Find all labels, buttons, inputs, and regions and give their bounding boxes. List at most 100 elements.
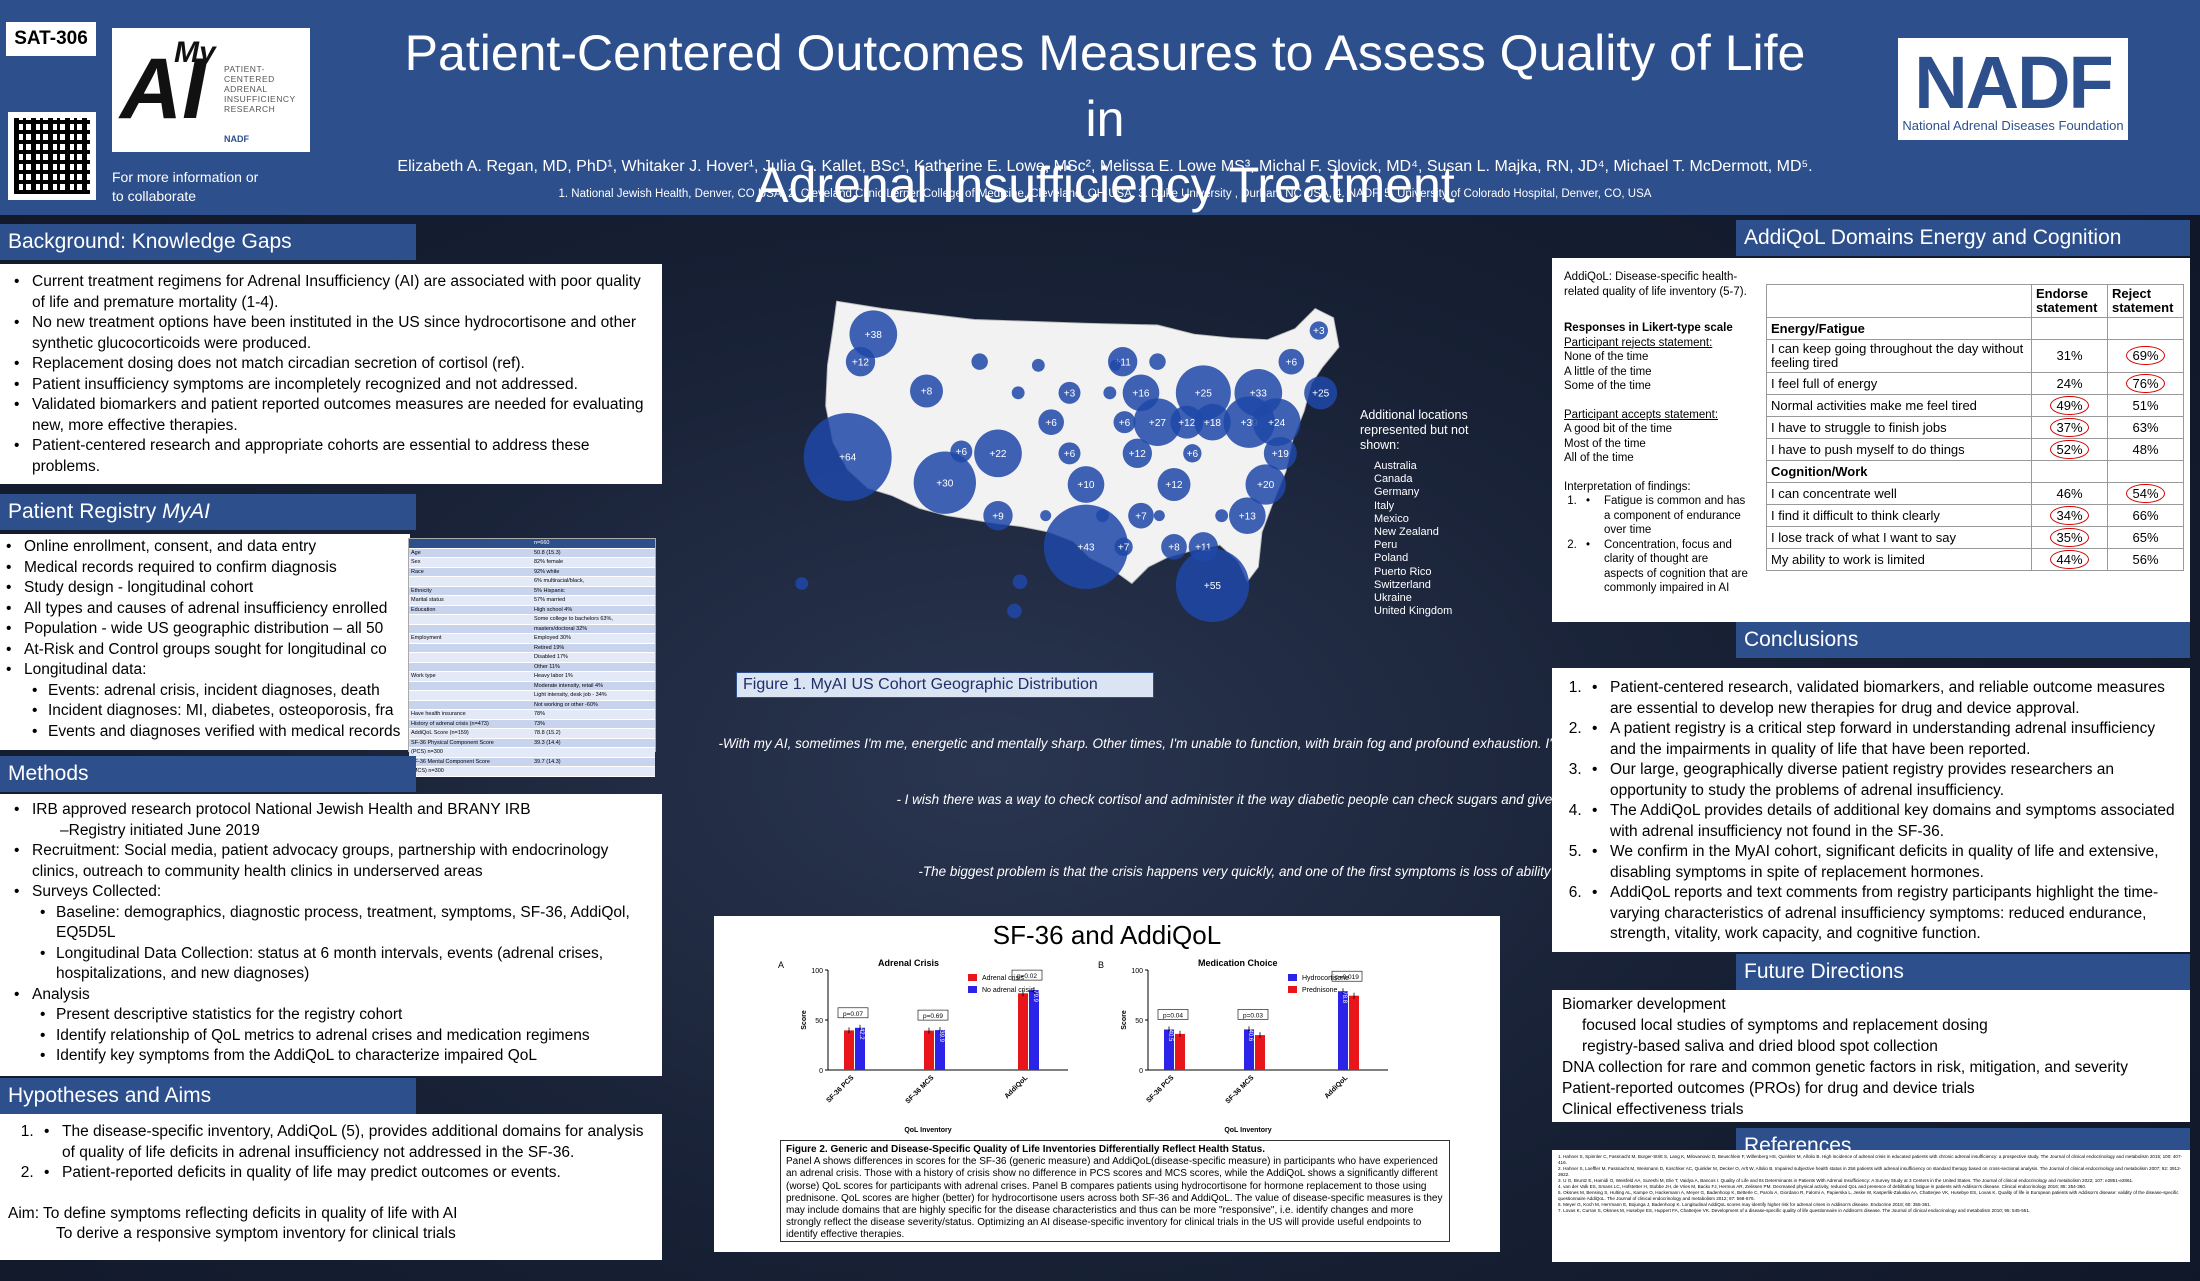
map-location-marker: [1012, 574, 1028, 589]
map-location-label: +18: [1204, 418, 1221, 429]
map-location-marker: +64: [803, 413, 892, 501]
registry-table-cell: Retired 19%: [534, 644, 565, 651]
addiqol-endorse-value: 31%: [2056, 348, 2083, 363]
nadf-logo-subtitle: National Adrenal Diseases Foundation: [1902, 118, 2124, 133]
methods-item: Surveys Collected:: [8, 882, 654, 903]
registry-table-row: History of adrenal crisis (n=473) 73%: [409, 719, 655, 729]
registry-title-italic: MyAI: [162, 500, 210, 523]
pvalue-box: [917, 1009, 949, 1021]
addiqol-row: I have to struggle to finish jobs 37% 63%: [1766, 416, 2184, 439]
map-location-label: +27: [1149, 418, 1166, 429]
conclusion-item: A patient registry is a critical step fo…: [1586, 719, 2180, 760]
registry-table-cell: (MCS) n=300: [411, 768, 444, 774]
addiqol-row: My ability to work is limited 44% 56%: [1766, 548, 2184, 571]
map-location-marker: +6: [1183, 444, 1202, 463]
map-location-label: +55: [1204, 581, 1221, 592]
registry-table-row: Sex 82% female: [409, 558, 655, 568]
hypothesis-item: Patient-reported deficits in quality of …: [38, 1163, 654, 1184]
map-location-marker: +27: [1133, 398, 1182, 446]
chart-panel-letter: A: [778, 960, 784, 970]
map-location-marker: +12: [1122, 438, 1152, 468]
map-location-label: +39: [1241, 418, 1258, 429]
map-location-marker: [971, 353, 988, 370]
pvalue-label: p=0.07: [843, 1011, 863, 1018]
pvalue-label: p=0.02: [1017, 973, 1037, 980]
figure2-title: SF-36 and AddiQoL: [992, 920, 1222, 950]
registry-table-cell: History of adrenal crisis (n=473): [411, 720, 489, 727]
registry-table-row: 6% multiracial/black,: [409, 577, 655, 587]
registry-table-row: (PCS) n=300: [409, 748, 655, 758]
map-location-marker: +20: [1245, 464, 1286, 505]
addiqol-cell: [2107, 317, 2184, 340]
addiqol-reject-value: 56%: [2132, 551, 2159, 567]
legend-swatch: [968, 986, 977, 993]
map-location-marker: +43: [1043, 504, 1129, 589]
section-registry-title: Patient Registry MyAI: [0, 494, 416, 530]
registry-table-row: Have health insurance 78%: [409, 710, 655, 720]
bar-value-label: 78.8: [1341, 991, 1347, 1003]
addiqol-table: Endorse statement Reject statement Energy/…: [1766, 284, 2184, 571]
bar: [1029, 990, 1039, 1070]
registry-table-cell: [532, 767, 655, 776]
qr-code[interactable]: [8, 112, 96, 200]
addiqol-reject-value: 51%: [2132, 397, 2159, 413]
figure2-caption-title: Figure 2. Generic and Disease-Specific Q…: [786, 1144, 1266, 1155]
addiqol-reject-cell: 69%: [2107, 339, 2184, 373]
y-axis-label: Score: [1121, 1010, 1128, 1030]
map-location-bubble: [1278, 348, 1305, 375]
conclusion-item: Our large, geographically diverse patien…: [1586, 760, 2180, 801]
registry-table-cell: n=660: [534, 540, 550, 546]
registry-table-cell: [409, 644, 532, 653]
registry-table-cell: [409, 691, 532, 700]
legend-label: Hydrocortisone: [1302, 975, 1349, 982]
registry-table-cell: Employment: [411, 635, 442, 641]
bar-value-label: 40.5: [1167, 1030, 1173, 1042]
addiqol-reject-value: 48%: [2132, 441, 2159, 457]
aim-line2: To derive a responsive symptom inventory…: [56, 1225, 456, 1242]
map-location-label: +10: [1077, 480, 1094, 491]
bar: [1255, 1035, 1265, 1070]
registry-table-cell: SF-36 Mental Component Score: [411, 758, 490, 765]
addiqol-statement: My ability to work is limited: [1766, 548, 2032, 571]
registry-table-cell: (PCS) n=300: [411, 749, 443, 755]
bar: [1338, 991, 1348, 1070]
map-location-bubble: [1149, 353, 1166, 370]
country-item: Ukraine: [1374, 592, 1412, 605]
addiqol-row: I can keep going throughout the day with…: [1766, 339, 2184, 373]
registry-table-row: Not working or other -60%: [409, 700, 655, 710]
reference-item: 1. Hahner S, Spinnler C, Fassnacht M, Bu…: [1558, 1154, 2183, 1165]
addiqol-statement: I feel full of energy: [1766, 372, 2032, 395]
map-location-bubble: [1194, 403, 1231, 441]
map-location-marker: [1011, 386, 1025, 400]
addiqol-header-row: Endorse statement Reject statement: [1766, 284, 2184, 318]
future-directions-box: Biomarker development focused local studi…: [1552, 990, 2190, 1122]
addiqol-box: AddiQoL: Disease-specific health-related…: [1552, 258, 2190, 622]
background-item: Patient-centered research and appropriat…: [8, 436, 654, 477]
map-location-bubble: [1309, 321, 1328, 340]
map-location-label: +33: [1250, 389, 1267, 400]
registry-table-cell: Education: [411, 606, 436, 613]
x-axis-label: QoL Inventory: [904, 1127, 951, 1134]
map-location-bubble: [1058, 381, 1081, 404]
registry-table-cell: 78%: [534, 711, 546, 717]
map-location-bubble: [1215, 509, 1229, 523]
registry-title-text: Patient Registry: [8, 500, 163, 523]
map-location-label: +12: [1165, 480, 1182, 491]
registry-sub-item: Events: adrenal crisis, incident diagnos…: [0, 681, 410, 702]
registry-table-cell: 73%: [534, 720, 546, 727]
addiqol-statement: I have to push myself to do things: [1766, 438, 2032, 461]
addiqol-reject-cell: 76%: [2107, 372, 2184, 395]
map-location-marker: +7: [1128, 502, 1154, 529]
map-location-marker: +13: [1229, 497, 1266, 534]
country-item: United Kingdom: [1374, 605, 1453, 618]
background-item: Replacement dosing does not match circad…: [8, 354, 654, 375]
map-location-marker: +10: [1067, 466, 1105, 503]
future-item: focused local studies of symptoms and re…: [1582, 1017, 1988, 1034]
registry-box: Online enrollment, consent, and data ent…: [0, 534, 410, 750]
addiqol-reject-value: 66%: [2132, 507, 2159, 523]
registry-table-cell: 39.3 (14.4): [534, 739, 561, 746]
logo-text-line: INSUFFICIENCY: [224, 94, 296, 104]
rejects-item: Some of the time: [1564, 380, 1651, 392]
addiqol-statement: I lose track of what I want to say: [1766, 526, 2032, 549]
country-item: Puerto Rico: [1374, 565, 1432, 578]
